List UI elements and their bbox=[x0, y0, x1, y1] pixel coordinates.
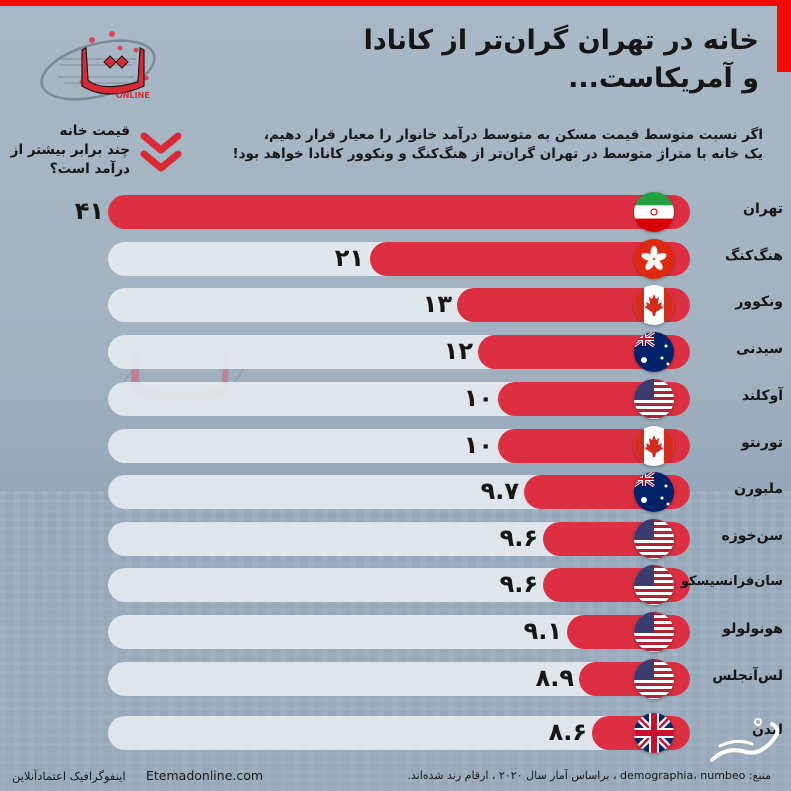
city-label: تورنتو bbox=[741, 435, 783, 451]
bar-value: ۴۱ bbox=[74, 197, 104, 225]
bar-fill bbox=[108, 195, 690, 229]
usa-flag-icon bbox=[634, 612, 674, 652]
city-label: آوکلند bbox=[741, 388, 783, 404]
bar-value: ۸.۹ bbox=[535, 664, 574, 692]
usa-flag-icon bbox=[634, 659, 674, 699]
svg-text:ONLINE: ONLINE bbox=[116, 91, 150, 100]
subtitle-line-1: اگر نسبت متوسط قیمت مسکن به متوسط درآمد … bbox=[263, 127, 763, 143]
question-line-1: قیمت خانه bbox=[59, 123, 130, 139]
subtitle-line-2: یک خانه با متراژ متوسط در تهران گران‌تر … bbox=[232, 146, 763, 162]
footer-source: منبع: demographia، numbeo ، براساس آمار … bbox=[407, 769, 771, 782]
bar-row-san-francisco: ۹.۶ سان‌فرانسیسکو bbox=[0, 565, 791, 605]
city-label: سن‌خوزه bbox=[721, 528, 783, 544]
usa-flag-icon bbox=[634, 379, 674, 419]
bar-value: ۹.۶ bbox=[499, 524, 538, 552]
bar-value: ۹.۶ bbox=[499, 570, 538, 598]
axis-question-label: قیمت خانه چند برابر بیشتر از درآمد است؟ bbox=[10, 122, 190, 182]
bar-value: ۹.۱ bbox=[523, 617, 562, 645]
question-line-2: چند برابر بیشتر از bbox=[10, 142, 130, 158]
footer-credit: اینفوگرافیک اعتمادآنلاین bbox=[12, 769, 126, 783]
australia-flag-icon bbox=[634, 472, 674, 512]
title-line-1: خانه در تهران گران‌تر از کانادا bbox=[363, 25, 759, 56]
bar-row-vancouver: ۱۳ ونکوور bbox=[0, 285, 791, 325]
hong-kong-flag-icon bbox=[634, 239, 674, 279]
bar-row-london: ۸.۶ لندن bbox=[0, 713, 791, 753]
bar-value: ۱۰ bbox=[463, 384, 493, 412]
bar-row-san-jose: ۹.۶ سن‌خوزه bbox=[0, 519, 791, 559]
bar-row-los-angeles: ۸.۹ لس‌آنجلس bbox=[0, 659, 791, 699]
title-line-2: و آمریکاست... bbox=[568, 63, 759, 94]
australia-flag-icon bbox=[634, 332, 674, 372]
city-label: هونولولو bbox=[722, 621, 783, 637]
city-label: ملبورن bbox=[734, 481, 783, 497]
city-label: سان‌فرانسیسکو bbox=[680, 574, 783, 589]
usa-flag-icon bbox=[634, 519, 674, 559]
city-label: سیدنی bbox=[736, 341, 783, 357]
bar-row-tehran: ۴۱ تهران bbox=[0, 192, 791, 232]
bar-row-auckland: ۱۰ آوکلند bbox=[0, 379, 791, 419]
canada-flag-icon bbox=[634, 426, 674, 466]
bar-value: ۱۰ bbox=[463, 431, 493, 459]
red-frame-right bbox=[777, 0, 791, 72]
question-line-3: درآمد است؟ bbox=[49, 161, 130, 177]
city-label: تهران bbox=[743, 201, 783, 217]
bar-row-hong-kong: ۲۱ هنگ‌کنگ bbox=[0, 239, 791, 279]
usa-flag-icon bbox=[634, 565, 674, 605]
bar-row-melbourne: ۹.۷ ملبورن bbox=[0, 472, 791, 512]
bar-row-toronto: ۱۰ تورنتو bbox=[0, 426, 791, 466]
chart-title: خانه در تهران گران‌تر از کانادا و آمریکا… bbox=[339, 22, 759, 98]
etemad-online-logo: ONLINE bbox=[40, 31, 156, 101]
iran-flag-icon bbox=[634, 192, 674, 232]
bar-row-honolulu: ۹.۱ هونولولو bbox=[0, 612, 791, 652]
uk-flag-icon bbox=[634, 713, 674, 753]
bar-value: ۱۳ bbox=[422, 290, 452, 318]
city-label: هنگ‌کنگ bbox=[725, 248, 783, 264]
bar-value: ۸.۶ bbox=[548, 718, 587, 746]
double-chevron-down-icon bbox=[140, 132, 182, 172]
question-text: قیمت خانه چند برابر بیشتر از درآمد است؟ bbox=[10, 122, 130, 179]
footer-website-link[interactable]: Etemadonline.com bbox=[146, 768, 264, 783]
canada-flag-icon bbox=[634, 285, 674, 325]
chart-subtitle: اگر نسبت متوسط قیمت مسکن به متوسط درآمد … bbox=[203, 126, 763, 164]
city-label: لس‌آنجلس bbox=[712, 668, 783, 684]
city-label: ونکوور bbox=[735, 294, 783, 310]
bar-value: ۱۲ bbox=[443, 337, 473, 365]
red-frame-top bbox=[0, 0, 791, 6]
bar-value: ۹.۷ bbox=[480, 477, 519, 505]
bar-row-sydney: ۱۲ سیدنی bbox=[0, 332, 791, 372]
bar-value: ۲۱ bbox=[334, 244, 364, 272]
brand-calligraphy-logo bbox=[710, 718, 780, 762]
